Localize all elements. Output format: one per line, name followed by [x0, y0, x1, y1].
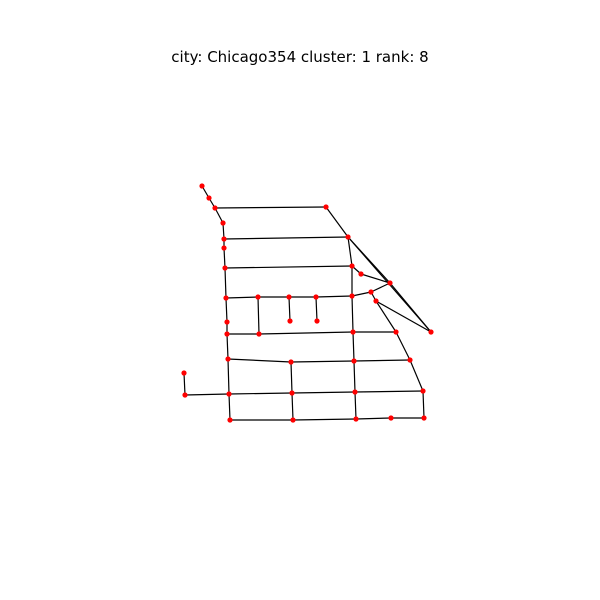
graph-node — [393, 329, 399, 335]
graph-node — [323, 204, 329, 210]
graph-node — [212, 205, 218, 211]
graph-node — [287, 318, 293, 324]
graph-node — [182, 392, 188, 398]
graph-edge — [395, 331, 411, 361]
graph-node — [255, 294, 261, 300]
graph-node — [290, 417, 296, 423]
graph-node — [368, 289, 374, 295]
graph-node — [351, 358, 357, 364]
graph-node — [227, 417, 233, 423]
graph-edge — [258, 331, 354, 335]
graph-node — [349, 293, 355, 299]
graph-node — [225, 356, 231, 362]
graph-edge — [325, 206, 349, 238]
graph-node — [387, 280, 393, 286]
graph-edge — [354, 390, 424, 393]
graph-edge — [224, 265, 353, 269]
graph-node — [420, 388, 426, 394]
graph-edge — [360, 273, 391, 284]
graph-node — [289, 390, 295, 396]
graph-node — [349, 263, 355, 269]
graph-node — [373, 298, 379, 304]
graph-node — [313, 294, 319, 300]
graph-edge — [351, 291, 372, 297]
graph-edge — [375, 300, 397, 333]
graph-node — [350, 329, 356, 335]
graph-node — [352, 389, 358, 395]
graph-node — [206, 195, 212, 201]
graph-edge — [183, 372, 186, 396]
graph-edge — [257, 296, 260, 335]
graph-edge — [228, 393, 231, 421]
graph-node — [388, 415, 394, 421]
graph-node — [223, 295, 229, 301]
graph-edge — [315, 296, 318, 322]
graph-node — [256, 331, 262, 337]
graph-node — [421, 415, 427, 421]
graph-edge — [347, 236, 353, 267]
graph-edge — [184, 393, 230, 396]
graph-node — [199, 183, 205, 189]
graph-edge — [225, 297, 228, 323]
graph-node — [407, 357, 413, 363]
graph-node — [220, 220, 226, 226]
graph-node — [221, 245, 227, 251]
graph-node — [345, 234, 351, 240]
graph-edge — [223, 236, 349, 240]
graph-edge — [288, 296, 291, 322]
graph-node — [358, 271, 364, 277]
graph-edge — [291, 391, 356, 394]
graph-edge — [409, 359, 424, 392]
graph-edge — [225, 296, 259, 299]
graph-node — [222, 265, 228, 271]
graph-edge — [224, 267, 227, 299]
graph-edge — [214, 206, 327, 209]
graph-node — [288, 359, 294, 365]
edges-layer — [183, 185, 432, 421]
graph-edge — [355, 417, 392, 420]
graph-edge — [290, 360, 355, 363]
graph-node — [286, 294, 292, 300]
graph-edge — [223, 247, 226, 269]
graph-edge — [315, 295, 353, 298]
graph-edge — [227, 358, 292, 363]
graph-edge — [226, 333, 229, 360]
graph-node — [224, 319, 230, 325]
graph-edge — [375, 300, 432, 333]
graph-edge — [228, 392, 293, 395]
graph-node — [181, 370, 187, 376]
nodes-layer — [181, 183, 434, 423]
graph-edge — [292, 418, 357, 421]
graph-node — [221, 236, 227, 242]
graph-node — [428, 329, 434, 335]
graph-edge — [352, 331, 355, 362]
graph-edge — [422, 390, 425, 419]
graph-edge — [354, 391, 357, 420]
graph-edge — [291, 392, 294, 421]
graph-edge — [370, 282, 391, 293]
graph-edge — [353, 360, 356, 393]
graph-edge — [290, 361, 293, 394]
graph-edge — [222, 222, 225, 240]
graph-edge — [351, 295, 354, 333]
graph-node — [314, 318, 320, 324]
graph-node — [224, 331, 230, 337]
graph-edge — [227, 358, 230, 395]
graph-edge — [353, 359, 411, 362]
graph-edge — [347, 236, 391, 284]
graph-node — [226, 391, 232, 397]
graph-node — [353, 416, 359, 422]
graph-edge — [214, 207, 224, 224]
figure-title: city: Chicago354 cluster: 1 rank: 8 — [171, 48, 429, 66]
